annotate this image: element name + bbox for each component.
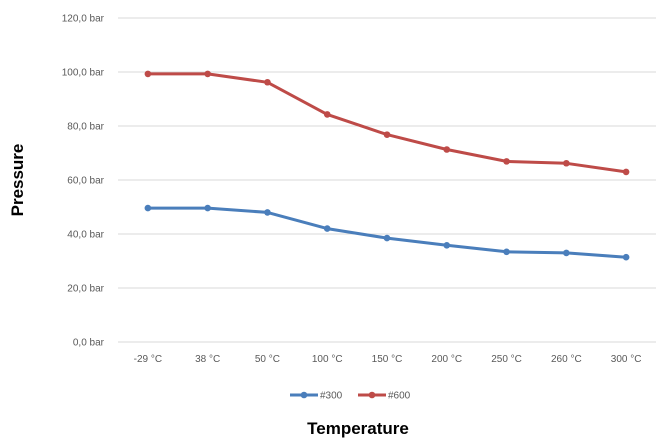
x-tick-label: -29 °C [134, 354, 162, 365]
legend-item: #300 [290, 391, 343, 402]
data-point [204, 70, 211, 78]
x-tick-label: 50 °C [255, 354, 280, 365]
y-tick-label: 20,0 bar [67, 284, 104, 295]
legend-label: #300 [320, 391, 343, 402]
y-tick-label: 60,0 bar [67, 176, 104, 187]
x-axis-title: Temperature [307, 419, 409, 438]
series-lines [144, 70, 630, 261]
x-tick-label: 200 °C [431, 354, 462, 365]
series-line [146, 72, 628, 174]
y-tick-label: 80,0 bar [67, 122, 104, 133]
data-point [323, 225, 331, 232]
x-tick-labels: -29 °C 38 °C 50 °C 100 °C 150 °C 200 °C 250 °C… [134, 354, 642, 365]
data-point [503, 248, 510, 256]
data-point [383, 234, 391, 242]
x-tick-label: 250 °C [491, 354, 522, 365]
y-tick-label: 40,0 bar [67, 230, 104, 241]
x-tick-label: 100 °C [312, 354, 343, 365]
legend: #300 #600 [290, 391, 411, 402]
data-point [563, 159, 570, 167]
data-point [443, 146, 451, 153]
gridlines [118, 17, 656, 343]
legend-label: #600 [388, 391, 411, 402]
data-point [383, 131, 391, 138]
series-1 [144, 204, 630, 261]
data-point [144, 204, 152, 212]
legend-marker [300, 391, 308, 399]
y-axis-title: Pressure [8, 144, 27, 217]
data-point [622, 253, 630, 261]
data-point [264, 209, 271, 216]
y-tick-label: 0,0 bar [73, 338, 105, 349]
x-tick-label: 150 °C [372, 354, 403, 365]
y-tick-label: 100,0 bar [62, 68, 105, 79]
data-point [443, 242, 451, 249]
series-2 [144, 70, 630, 176]
data-point [204, 204, 211, 212]
y-tick-label: 120,0 bar [62, 14, 105, 25]
data-point [264, 78, 271, 86]
x-tick-label: 38 °C [195, 354, 220, 365]
legend-item: #600 [358, 391, 411, 402]
y-tick-labels: 0,0 bar 20,0 bar 40,0 bar 60,0 bar 80,0 bar 1… [62, 14, 105, 349]
data-point [622, 168, 630, 176]
data-point [503, 158, 510, 165]
x-tick-label: 260 °C [551, 354, 582, 365]
series-line [146, 206, 628, 259]
data-point [323, 111, 331, 118]
data-point [144, 70, 152, 78]
legend-marker [368, 391, 376, 399]
data-point [563, 249, 570, 257]
x-tick-label: 300 °C [611, 354, 642, 365]
